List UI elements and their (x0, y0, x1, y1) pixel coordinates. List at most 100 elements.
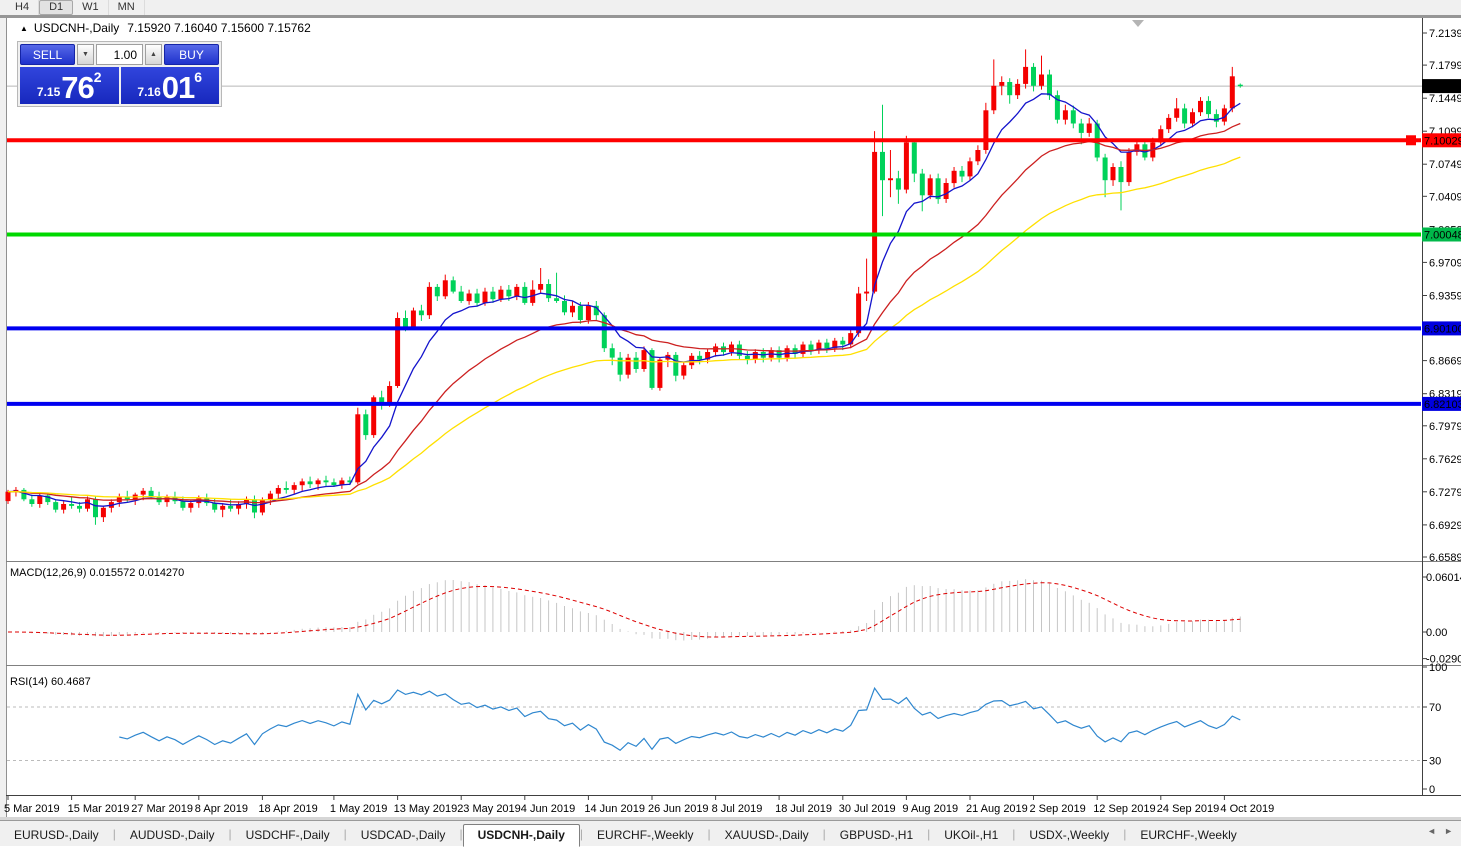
svg-text:-0.029064: -0.029064 (1426, 654, 1461, 666)
date-label: 18 Apr 2019 (258, 803, 317, 815)
timeframe-button-w1[interactable]: W1 (73, 0, 109, 15)
chart-tab[interactable]: USDCAD-,Daily (360, 828, 446, 842)
volume-increase-button[interactable]: ▲ (145, 44, 162, 65)
price-axis[interactable]: 7.213907.179907.144907.109907.074907.040… (1422, 28, 1461, 564)
svg-text:0.00: 0.00 (1426, 627, 1447, 639)
chart-tab-bar: EURUSD-,Daily | AUDUSD-,Daily | USDCHF-,Dail… (0, 820, 1461, 847)
chart-tab[interactable]: UKOil-,H1 (944, 828, 999, 842)
price-badge-7.15762: 7.15762 (1422, 79, 1461, 94)
timeframe-toolbar: H4 D1 W1 MN (0, 0, 1461, 15)
price-badge-7.00048: 7.00048 (1422, 227, 1461, 242)
svg-text:6.93590: 6.93590 (1429, 291, 1461, 303)
chart-tab[interactable]: EURCHF-,Weekly (597, 828, 694, 842)
tab-separator: | (459, 826, 463, 841)
sell-price-big: 76 (61, 70, 94, 105)
svg-text:6.69290: 6.69290 (1429, 520, 1461, 532)
candlestick-series (5, 49, 1243, 525)
macd-signal-line (8, 582, 1241, 638)
date-label: 15 Mar 2019 (68, 803, 130, 815)
chart-tab[interactable]: XAUUSD-,Daily (724, 828, 809, 842)
date-label: 4 Jun 2019 (521, 803, 575, 815)
ma-line-8 (7, 93, 1241, 507)
timeframe-button-h4[interactable]: H4 (6, 0, 40, 15)
date-label: 30 Jul 2019 (839, 803, 896, 815)
svg-text:7.04090: 7.04090 (1429, 191, 1461, 203)
rsi-axis[interactable]: 100 70 30 0 (1422, 662, 1447, 796)
buy-price-big: 01 (161, 70, 195, 105)
date-label: 24 Sep 2019 (1157, 803, 1219, 815)
chart-tab[interactable]: GBPUSD-,H1 (839, 828, 914, 842)
time-axis[interactable]: 5 Mar 2019 15 Mar 2019 27 Mar 2019 8 Apr 20… (4, 795, 1274, 816)
one-click-trading-icon[interactable]: ▲ (20, 24, 28, 33)
buy-price-prefix: 7.16 (137, 85, 161, 99)
svg-text:6.86690: 6.86690 (1429, 356, 1461, 368)
window-top-border (0, 15, 1461, 18)
svg-text:7.07490: 7.07490 (1429, 159, 1461, 171)
tab-separator: | (1123, 826, 1127, 841)
tab-scroll-right-icon[interactable]: ► (1444, 826, 1453, 836)
rsi-line (119, 686, 1241, 752)
svg-text:6.72790: 6.72790 (1429, 487, 1461, 499)
sell-button[interactable]: SELL (20, 44, 75, 65)
chart-tab[interactable]: EURCHF-,Weekly (1140, 828, 1237, 842)
svg-text:7.00048: 7.00048 (1424, 230, 1461, 242)
svg-text:6.97090: 6.97090 (1429, 257, 1461, 269)
macd-histogram (15, 579, 1241, 641)
date-label: 8 Apr 2019 (195, 803, 248, 815)
macd-label: MACD(12,26,9) 0.015572 0.014270 (10, 567, 185, 579)
ma-line-24 (7, 122, 1241, 504)
date-label: 8 Jul 2019 (712, 803, 763, 815)
tab-separator: | (228, 826, 232, 841)
tab-scroll-left-icon[interactable]: ◄ (1427, 826, 1437, 836)
date-label: 9 Aug 2019 (902, 803, 958, 815)
chart-symbol-label: USDCNH-,Daily (33, 21, 120, 35)
date-label: 26 Jun 2019 (648, 803, 709, 815)
timeframe-button-mn[interactable]: MN (109, 0, 145, 15)
sell-price-prefix: 7.15 (36, 85, 61, 99)
date-label: 13 May 2019 (394, 803, 458, 815)
volume-input[interactable] (96, 44, 143, 65)
chart-tab[interactable]: AUDUSD-,Daily (129, 828, 215, 842)
date-label: 4 Oct 2019 (1220, 803, 1274, 815)
buy-button[interactable]: BUY (164, 44, 219, 65)
date-label: 27 Mar 2019 (131, 803, 193, 815)
date-label: 12 Sep 2019 (1093, 803, 1155, 815)
sell-price-sup: 2 (93, 69, 102, 85)
svg-text:7.17990: 7.17990 (1429, 60, 1461, 72)
chart-shift-icon[interactable] (1132, 20, 1144, 27)
volume-decrease-button[interactable]: ▼ (77, 44, 94, 65)
tab-separator: | (927, 826, 931, 841)
price-badge-7.10029: 7.10029 (1422, 133, 1461, 148)
chart-tab[interactable]: USDX-,Weekly (1029, 828, 1110, 842)
tab-separator: | (112, 826, 116, 841)
buy-price-sup: 6 (194, 69, 203, 85)
timeframe-button-d1[interactable]: D1 (39, 0, 74, 15)
window-bottom-border (0, 817, 1461, 820)
chart-title: ▲ USDCNH-,Daily 7.15920 7.16040 7.15600 7.… (20, 21, 311, 35)
tab-scroll-arrows: ◄ ► (1427, 826, 1453, 836)
date-label: 2 Sep 2019 (1030, 803, 1086, 815)
rsi-level-lines (7, 706, 1421, 761)
svg-text:0.060146: 0.060146 (1426, 572, 1461, 584)
tab-separator: | (343, 826, 347, 841)
chart-tab[interactable]: USDCHF-,Daily (245, 828, 330, 842)
svg-text:70: 70 (1429, 702, 1441, 714)
date-label: 1 May 2019 (330, 803, 387, 815)
chart-tab[interactable]: EURUSD-,Daily (14, 828, 99, 842)
date-label: 21 Aug 2019 (966, 803, 1028, 815)
tab-separator: | (707, 826, 711, 841)
svg-text:6.76290: 6.76290 (1429, 454, 1461, 466)
hline-drag-handle[interactable] (1406, 135, 1416, 146)
chart-tab[interactable]: USDCNH-,Daily (462, 824, 580, 847)
svg-text:7.15762: 7.15762 (1424, 81, 1461, 93)
svg-text:0: 0 (1429, 784, 1435, 796)
svg-text:6.79790: 6.79790 (1429, 421, 1461, 433)
macd-axis[interactable]: 0.060146 0.00 -0.029064 (1422, 572, 1461, 666)
buy-price-panel[interactable]: 7.16 01 6 (120, 67, 219, 105)
date-label: 5 Mar 2019 (4, 803, 60, 815)
svg-text:6.82103: 6.82103 (1424, 399, 1461, 411)
ma-line-48 (8, 156, 1241, 501)
sell-price-panel[interactable]: 7.15 76 2 (20, 67, 119, 104)
